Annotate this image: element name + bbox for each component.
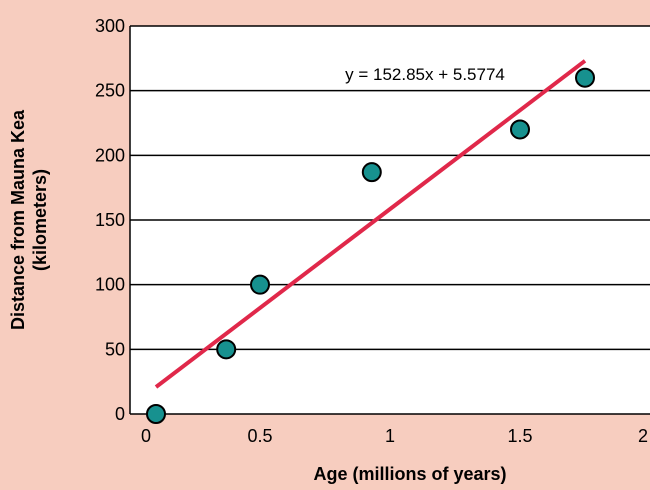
y-tick-label: 250 xyxy=(95,81,125,101)
x-tick-label: 0.5 xyxy=(247,426,272,446)
x-tick-label: 1.5 xyxy=(507,426,532,446)
data-point xyxy=(146,404,166,424)
trendline-equation: y = 152.85x + 5.5774 xyxy=(345,65,505,84)
x-axis-title: Age (millions of years) xyxy=(313,464,506,484)
data-point xyxy=(216,339,237,360)
y-axis-title-line2: (kilometers) xyxy=(30,169,50,271)
y-tick-label: 0 xyxy=(115,404,125,424)
y-axis-title-line1: Distance from Mauna Kea xyxy=(8,109,28,330)
x-tick-label: 1 xyxy=(385,426,395,446)
x-tick-labels: 0 0.5 1 1.5 2 xyxy=(141,426,648,446)
y-tick-label: 100 xyxy=(95,275,125,295)
y-tick-label: 200 xyxy=(95,145,125,165)
x-tick-label: 0 xyxy=(141,426,151,446)
y-tick-label: 300 xyxy=(95,16,125,36)
data-point xyxy=(575,67,595,88)
trendline xyxy=(154,59,587,389)
data-point xyxy=(361,162,382,183)
y-tick-labels: 0 50 100 150 200 250 300 xyxy=(95,16,125,424)
data-point xyxy=(250,274,270,295)
data-point xyxy=(510,119,530,140)
data-points xyxy=(146,67,595,424)
y-tick-label: 50 xyxy=(105,339,125,359)
x-tick-label: 2 xyxy=(638,426,648,446)
y-tick-label: 150 xyxy=(95,210,125,230)
